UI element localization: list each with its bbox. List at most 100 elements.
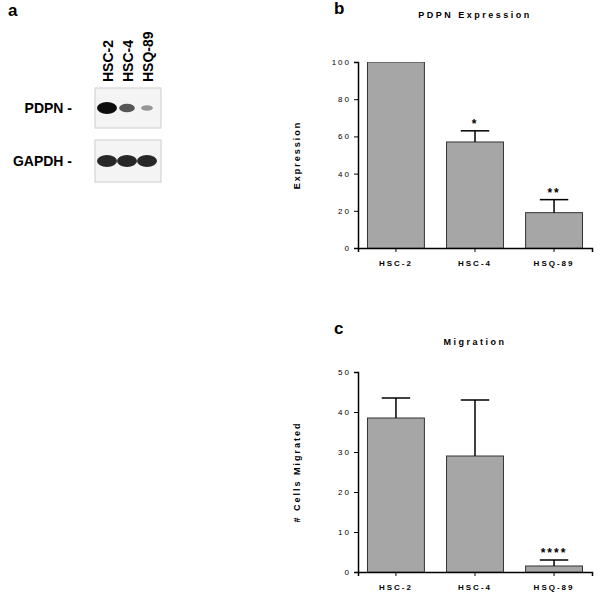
- bar: [526, 213, 583, 248]
- panel-label: b: [334, 0, 344, 18]
- x-tick: HSQ-89: [534, 572, 575, 592]
- x-tick-mark: [395, 248, 396, 252]
- chart-title: PDPN Expression: [418, 10, 532, 20]
- error-bar: [540, 560, 568, 566]
- bar: [367, 418, 424, 572]
- x-tick: HSQ-89: [534, 248, 575, 268]
- panel-label: a: [8, 1, 18, 20]
- error-bar: [461, 400, 489, 456]
- error-bar-stem: [474, 400, 476, 456]
- row-label: PDPN -: [25, 100, 73, 116]
- y-tick: 40: [338, 408, 358, 417]
- y-tick-mark: [354, 412, 358, 413]
- y-tick: 60: [338, 132, 358, 141]
- x-tick-mark: [554, 572, 555, 576]
- x-tick-mark: [554, 248, 555, 252]
- y-tick-mark: [354, 211, 358, 212]
- blot-panel: a HSC-2HSC-4HSQ-89 PDPN - GAPDH -: [8, 1, 161, 182]
- x-tick: HSC-4: [458, 248, 492, 268]
- y-tick-mark: [354, 174, 358, 175]
- y-tick-label: 20: [338, 488, 351, 497]
- bar: [447, 456, 504, 572]
- y-axis: 0 20 40 60 80 100: [332, 58, 359, 253]
- x-tick: HSC-2: [379, 248, 413, 268]
- chart-panel: b PDPN Expression Expression 0 20 40 60 80 100 HS…: [292, 0, 593, 268]
- y-tick-label: 80: [338, 95, 351, 104]
- x-axis: HSC-2 HSC-4 HSQ-89: [359, 572, 593, 592]
- y-tick: 0: [345, 244, 358, 253]
- y-tick: 30: [338, 448, 358, 457]
- y-tick-mark: [354, 532, 358, 533]
- chart-panel: c Migration # Cells Migrated 0 10 20 30 40 50 HSC…: [292, 319, 593, 592]
- y-axis-line: [354, 63, 359, 249]
- error-bar-stem: [553, 560, 555, 566]
- y-tick-label: 40: [338, 408, 351, 417]
- y-tick: 0: [345, 568, 358, 577]
- error-bar: [461, 131, 489, 142]
- band: [141, 105, 153, 111]
- y-tick-label: 0: [345, 568, 351, 577]
- y-tick-label: 30: [338, 448, 351, 457]
- y-tick-mark: [354, 572, 358, 573]
- figure: aHSC-2HSC-4HSQ-89PDPN -GAPDH -bPDPN Expr…: [0, 0, 600, 598]
- y-tick: 80: [338, 95, 358, 104]
- band: [97, 155, 117, 167]
- y-tick-mark: [354, 136, 358, 137]
- y-axis-line: [354, 373, 359, 573]
- error-bar-cap: [461, 399, 489, 401]
- error-bar-stem: [395, 398, 397, 418]
- blot-strip: [95, 140, 161, 182]
- band: [97, 102, 117, 114]
- y-tick: 20: [338, 207, 358, 216]
- plot-area: [367, 398, 582, 572]
- band: [119, 104, 135, 113]
- y-tick-mark: [354, 452, 358, 453]
- y-tick: 10: [338, 528, 358, 537]
- y-tick: 100: [332, 58, 358, 67]
- y-tick: 40: [338, 170, 358, 179]
- x-tick-label: HSQ-89: [534, 583, 575, 592]
- y-tick-mark: [354, 372, 358, 373]
- y-tick-label: 10: [338, 528, 351, 537]
- y-tick-label: 50: [338, 368, 351, 377]
- y-tick-mark: [354, 492, 358, 493]
- bar: [367, 62, 424, 248]
- panel-label: c: [334, 319, 343, 338]
- y-tick-mark: [354, 248, 358, 249]
- y-axis: 0 10 20 30 40 50: [338, 368, 358, 577]
- x-tick: HSC-2: [379, 572, 413, 592]
- y-axis-title: Expression: [292, 121, 302, 190]
- x-tick: HSC-4: [458, 572, 492, 592]
- x-tick-label: HSC-4: [458, 583, 492, 592]
- y-tick: 50: [338, 368, 358, 377]
- significance-mark: **: [547, 186, 560, 200]
- x-axis-line: [359, 249, 593, 253]
- y-axis-title: # Cells Migrated: [292, 421, 302, 522]
- error-bar-stem: [474, 131, 476, 142]
- error-bar: [540, 200, 568, 213]
- y-tick-label: 20: [338, 207, 351, 216]
- x-tick-label: HSC-4: [458, 259, 492, 268]
- lane-label: HSQ-89: [140, 31, 156, 82]
- error-bar-stem: [553, 200, 555, 213]
- y-tick-mark: [354, 62, 358, 63]
- blot-strip: [95, 88, 161, 128]
- y-tick-label: 40: [338, 170, 351, 179]
- lane-label: HSC-4: [120, 40, 136, 82]
- x-tick-label: HSQ-89: [534, 259, 575, 268]
- error-bar-cap: [382, 397, 410, 399]
- x-tick-mark: [395, 572, 396, 576]
- lane-label: HSC-2: [100, 40, 116, 82]
- x-axis-line: [359, 573, 593, 577]
- bar: [447, 142, 504, 248]
- chart-title: Migration: [444, 337, 507, 347]
- plot-area: [367, 62, 582, 248]
- bar: [526, 566, 583, 572]
- error-bar: [382, 398, 410, 418]
- significance-mark: *: [472, 117, 479, 131]
- x-axis: HSC-2 HSC-4 HSQ-89: [359, 248, 593, 268]
- row-label: GAPDH -: [13, 153, 72, 169]
- y-tick-label: 60: [338, 132, 351, 141]
- y-tick: 20: [338, 488, 358, 497]
- x-tick-label: HSC-2: [379, 259, 413, 268]
